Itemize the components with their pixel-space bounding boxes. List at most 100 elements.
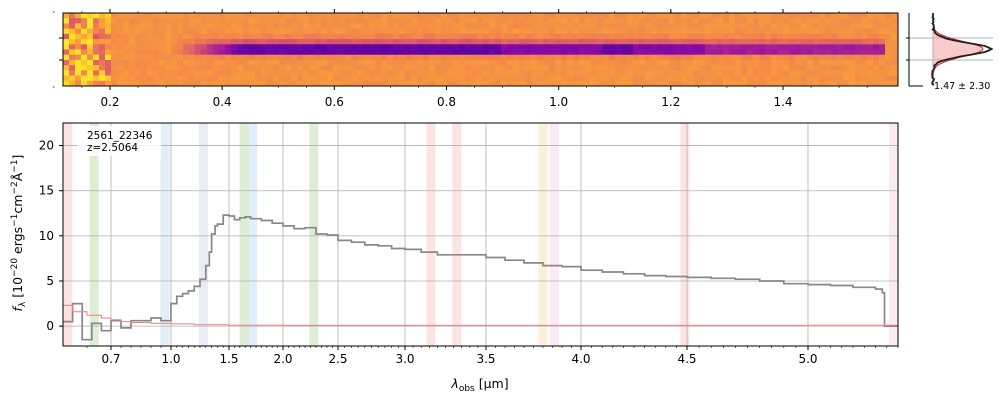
spectrum-2d-pixel <box>501 49 508 56</box>
spectrum-2d-pixel <box>813 44 820 50</box>
spectrum-2d-pixel <box>441 59 448 66</box>
spectrum-2d-pixel <box>291 54 298 61</box>
spectrum-2d-pixel <box>681 49 688 56</box>
spectrum-2d-pixel <box>387 13 394 19</box>
spectrum-2d-pixel <box>615 23 622 30</box>
spectrum-2d-pixel <box>165 49 172 56</box>
spectrum-2d-pixel <box>783 18 790 24</box>
spectrum-2d-pixel <box>219 44 226 50</box>
spectrum-2d-pixel <box>615 70 622 77</box>
spectrum-2d-pixel <box>387 23 394 30</box>
spectrum-2d-pixel <box>267 13 274 19</box>
spectrum-2d-pixel <box>735 39 742 45</box>
spectrum-2d-pixel <box>669 54 676 61</box>
spectrum-2d-pixel <box>111 39 118 45</box>
spectrum-2d-pixel <box>681 80 688 86</box>
spectrum-2d-pixel <box>411 44 418 50</box>
spectrum-2d-pixel <box>81 39 88 45</box>
line-marker-band <box>63 123 73 346</box>
spectrum-2d-pixel <box>333 18 340 24</box>
spectrum-2d-pixel <box>69 28 76 35</box>
spectrum-2d-pixel <box>381 70 388 77</box>
spectrum-2d-pixel <box>753 28 760 35</box>
spectrum-2d-pixel <box>399 23 406 30</box>
spectrum-2d-pixel <box>519 54 526 61</box>
spectrum-2d-pixel <box>591 49 598 56</box>
spectrum-2d-pixel <box>69 13 76 19</box>
spectrum-2d-pixel <box>141 70 148 77</box>
spectrum-2d-pixel <box>273 59 280 66</box>
spectrum-2d-pixel <box>249 39 256 45</box>
spectrum-2d-pixel <box>567 75 574 82</box>
spectrum-2d-pixel <box>543 49 550 56</box>
spectrum-2d-pixel <box>765 18 772 24</box>
spectrum-2d-pixel <box>591 54 598 61</box>
spectrum-2d-pixel <box>795 13 802 19</box>
spectrum-2d-pixel <box>297 39 304 45</box>
spectrum-2d-pixel <box>351 70 358 77</box>
spectrum-2d-pixel <box>369 28 376 35</box>
spectrum-2d-pixel <box>843 23 850 30</box>
spectrum-2d-pixel <box>807 33 814 40</box>
spectrum-2d-pixel <box>837 44 844 50</box>
spectrum-2d-pixel <box>357 49 364 56</box>
spectrum-2d-pixel <box>441 54 448 61</box>
spectrum-2d-pixel <box>279 39 286 45</box>
spectrum-2d-pixel <box>363 49 370 56</box>
spectrum-2d-pixel <box>495 70 502 77</box>
spectrum-2d-pixel <box>303 39 310 45</box>
spectrum-2d-pixel <box>441 80 448 86</box>
spectrum-2d-pixel <box>663 59 670 66</box>
spectrum-2d-pixel <box>231 49 238 56</box>
spectrum-2d-pixel <box>813 13 820 19</box>
spectrum-2d-pixel <box>201 13 208 19</box>
spectrum-2d-pixel <box>855 70 862 77</box>
spectrum-2d-pixel <box>867 13 874 19</box>
line-marker-band <box>452 123 462 346</box>
spectrum-2d-pixel <box>663 75 670 82</box>
spectrum-2d-pixel <box>555 13 562 19</box>
spectrum-2d-pixel <box>609 13 616 19</box>
spectrum-2d-pixel <box>93 80 100 86</box>
spectrum-2d-pixel <box>465 44 472 50</box>
spectrum-2d-pixel <box>573 65 580 71</box>
spectrum-2d-pixel <box>489 80 496 86</box>
spectrum-2d-pixel <box>105 49 112 56</box>
spectrum-2d-pixel <box>633 49 640 56</box>
spectrum-2d-pixel <box>825 65 832 71</box>
spectrum-2d-pixel <box>621 28 628 35</box>
spectrum-2d-pixel <box>63 65 70 71</box>
spectrum-2d-pixel <box>639 75 646 82</box>
spectrum-2d-pixel <box>573 49 580 56</box>
spectrum-2d-pixel <box>435 33 442 40</box>
spectrum-2d-pixel <box>765 13 772 19</box>
spectrum-2d-pixel <box>675 80 682 86</box>
spectrum-2d-pixel <box>273 13 280 19</box>
spectrum-2d-pixel <box>141 80 148 86</box>
spectrum-2d-pixel <box>321 44 328 50</box>
spectrum-2d-pixel <box>255 65 262 71</box>
spectrum-2d-pixel <box>81 23 88 30</box>
spectrum-2d-pixel <box>687 23 694 30</box>
spectrum-2d-pixel <box>141 75 148 82</box>
spectrum-2d-pixel <box>777 28 784 35</box>
spectrum-2d-pixel <box>801 39 808 45</box>
spectrum-2d-pixel <box>231 18 238 24</box>
spectrum-2d-pixel <box>219 23 226 30</box>
spectrum-2d-pixel <box>375 75 382 82</box>
spectrum-2d-pixel <box>465 33 472 40</box>
spectrum-2d-pixel <box>807 39 814 45</box>
spectrum-2d-pixel <box>615 39 622 45</box>
spectrum-2d-pixel <box>141 49 148 56</box>
spectrum-2d-pixel <box>813 28 820 35</box>
spectrum-2d-pixel <box>861 13 868 19</box>
spectrum-2d-pixel <box>405 23 412 30</box>
spectrum-2d-pixel <box>123 18 130 24</box>
spectrum-2d-pixel <box>519 80 526 86</box>
spectrum-2d-pixel <box>753 80 760 86</box>
spectrum-2d-pixel <box>801 75 808 82</box>
spectrum-2d-pixel <box>867 54 874 61</box>
spectrum-2d-pixel <box>387 28 394 35</box>
spectrum-2d-pixel <box>273 39 280 45</box>
